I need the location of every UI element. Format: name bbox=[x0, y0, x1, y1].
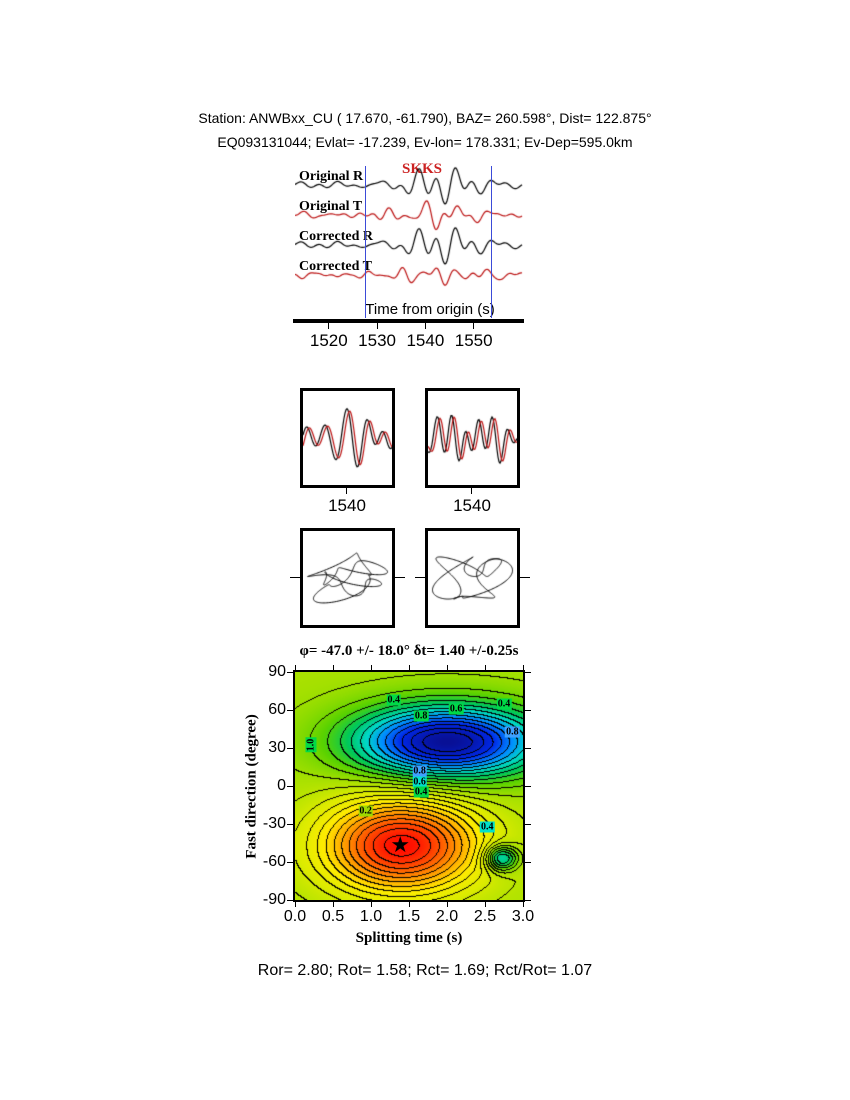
contour-y-tick bbox=[287, 709, 293, 711]
contour-x-tick bbox=[294, 665, 296, 670]
particle-motion-curve-1 bbox=[303, 531, 392, 625]
particle-motion-box-2 bbox=[425, 528, 520, 628]
station-header-line: Station: ANWBxx_CU ( 17.670, -61.790), B… bbox=[198, 110, 652, 126]
contour-value-label: 0.4 bbox=[496, 698, 512, 710]
contour-x-tick bbox=[332, 665, 334, 670]
contour-x-tick bbox=[408, 902, 410, 907]
contour-y-tick bbox=[287, 823, 293, 825]
contour-x-tick bbox=[522, 665, 524, 670]
contour-y-tick bbox=[525, 785, 531, 787]
contour-y-tick bbox=[525, 823, 531, 825]
best-fit-star: ★ bbox=[390, 831, 411, 857]
contour-y-tick bbox=[287, 671, 293, 673]
contour-x-tick-label: 1.0 bbox=[359, 908, 383, 925]
misfit-contour-canvas bbox=[295, 672, 523, 900]
contour-x-tick bbox=[408, 665, 410, 670]
contour-value-label: 0.6 bbox=[448, 703, 464, 715]
fast-slow-window-box-2 bbox=[425, 388, 520, 488]
fast-slow-waveforms-1 bbox=[303, 391, 392, 485]
trace-label-original-t: Original T bbox=[299, 199, 363, 214]
time-axis-label: Time from origin (s) bbox=[365, 301, 495, 318]
time-axis-tick-label: 1520 bbox=[309, 331, 348, 350]
particle-motion-curve-2 bbox=[428, 531, 517, 625]
contour-y-tick-label: -30 bbox=[262, 815, 286, 832]
time-axis-tick-label: 1540 bbox=[406, 331, 445, 350]
contour-y-tick bbox=[287, 747, 293, 749]
contour-x-tick bbox=[446, 902, 448, 907]
contour-value-label: 1.0 bbox=[305, 738, 317, 753]
contour-y-tick bbox=[525, 671, 531, 673]
contour-value-label: 0.8 bbox=[505, 726, 520, 738]
contour-y-tick-label: -90 bbox=[262, 891, 286, 908]
contour-x-axis-label: Splitting time (s) bbox=[355, 930, 463, 946]
pm-edge-tick bbox=[415, 577, 425, 578]
contour-y-tick bbox=[287, 785, 293, 787]
contour-value-label: 0.6 bbox=[412, 776, 427, 788]
contour-frame bbox=[293, 670, 525, 902]
contour-value-label: 0.8 bbox=[413, 710, 429, 722]
contour-y-tick-label: 0 bbox=[277, 777, 286, 794]
contour-x-tick-label: 3.0 bbox=[511, 908, 535, 925]
contour-value-label: 0.4 bbox=[413, 786, 429, 798]
contour-x-tick-label: 1.5 bbox=[397, 908, 421, 925]
contour-y-tick bbox=[525, 899, 531, 901]
contour-y-tick-label: 60 bbox=[268, 701, 286, 718]
result-summary-line: Ror= 2.80; Rot= 1.58; Rct= 1.69; Rct/Rot… bbox=[257, 962, 593, 979]
contour-value-label: 0.4 bbox=[480, 821, 495, 833]
particle-motion-box-1 bbox=[300, 528, 395, 628]
contour-x-tick-label: 2.5 bbox=[473, 908, 497, 925]
contour-x-tick bbox=[332, 902, 334, 907]
time-axis-tick bbox=[424, 323, 426, 329]
contour-x-tick-label: 2.0 bbox=[435, 908, 459, 925]
pm-edge-tick bbox=[395, 577, 405, 578]
contour-y-tick bbox=[525, 861, 531, 863]
contour-x-tick bbox=[446, 665, 448, 670]
contour-value-label: 0.8 bbox=[412, 765, 427, 777]
contour-x-tick bbox=[484, 902, 486, 907]
contour-y-tick bbox=[525, 709, 531, 711]
contour-title: φ= -47.0 +/- 18.0° δt= 1.40 +/-0.25s bbox=[299, 643, 519, 659]
fast-slow-window-box-1 bbox=[300, 388, 395, 488]
waveform-traces-canvas bbox=[295, 163, 523, 321]
analysis-window-marker bbox=[365, 166, 367, 318]
contour-x-tick bbox=[370, 902, 372, 907]
contour-x-tick bbox=[370, 665, 372, 670]
time-axis-tick-label: 1550 bbox=[454, 331, 493, 350]
pm-edge-tick bbox=[520, 577, 530, 578]
trace-label-corrected-t: Corrected T bbox=[299, 259, 372, 274]
event-header-line: EQ093131044; Evlat= -17.239, Ev-lon= 178… bbox=[217, 134, 633, 150]
contour-x-tick bbox=[484, 665, 486, 670]
time-axis-tick bbox=[376, 323, 378, 329]
time-axis-tick bbox=[328, 323, 330, 329]
contour-y-tick bbox=[525, 747, 531, 749]
contour-y-tick-label: -60 bbox=[262, 853, 286, 870]
fast-slow-waveforms-2 bbox=[428, 391, 517, 485]
time-axis-tick bbox=[473, 323, 475, 329]
contour-y-tick bbox=[287, 861, 293, 863]
trace-label-corrected-r: Corrected R bbox=[299, 229, 373, 244]
comparison-tick-label-2: 1540 bbox=[453, 496, 491, 515]
comparison-tick-label-1: 1540 bbox=[328, 496, 366, 515]
comparison-tick-2 bbox=[471, 488, 472, 494]
contour-value-label: 0.4 bbox=[386, 694, 402, 706]
contour-x-tick bbox=[522, 902, 524, 907]
analysis-window-marker bbox=[490, 166, 492, 318]
contour-value-label: 0.2 bbox=[358, 805, 373, 817]
contour-y-tick-label: 30 bbox=[268, 739, 286, 756]
contour-y-tick-label: 90 bbox=[268, 663, 286, 680]
time-axis-line bbox=[293, 319, 524, 323]
contour-x-tick-label: 0.0 bbox=[283, 908, 307, 925]
comparison-tick-1 bbox=[346, 488, 347, 494]
pm-edge-tick bbox=[290, 577, 300, 578]
time-axis-tick-label: 1530 bbox=[358, 331, 396, 350]
contour-x-tick bbox=[294, 902, 296, 907]
trace-label-original-r: Original R bbox=[299, 169, 364, 184]
contour-x-tick-label: 0.5 bbox=[321, 908, 345, 925]
contour-y-tick bbox=[287, 899, 293, 901]
